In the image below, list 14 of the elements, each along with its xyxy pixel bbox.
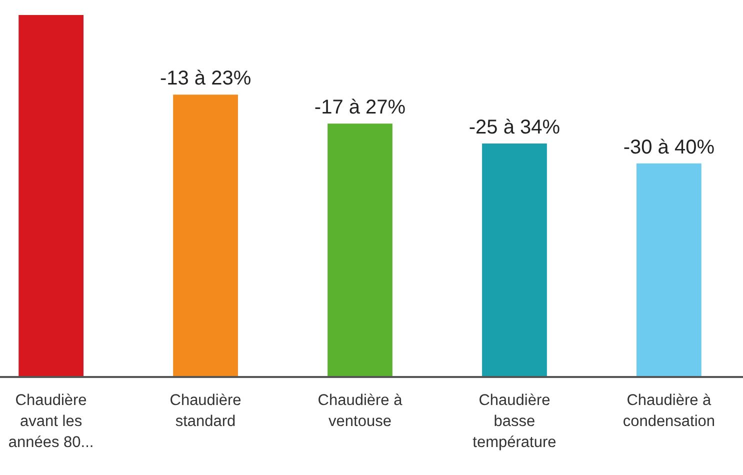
bar [636, 163, 702, 377]
x-tick-label: Chaudière basse température [472, 392, 556, 451]
bar [328, 124, 392, 377]
x-tick-label: Chaudière avant les années 80... [8, 392, 94, 451]
annotation: -17 à 27% [314, 96, 406, 119]
bar [482, 144, 547, 377]
x-tick-label: Chaudière standard [170, 392, 242, 430]
annotation: -13 à 23% [160, 68, 252, 90]
annotation: -25 à 34% [468, 116, 560, 139]
bar [18, 15, 84, 377]
x-tick-label: Chaudière à ventouse [318, 392, 403, 430]
annotation: -30 à 40% [623, 136, 715, 158]
bar [173, 94, 238, 377]
x-tick-label: Chaudière à condensation [622, 392, 716, 430]
